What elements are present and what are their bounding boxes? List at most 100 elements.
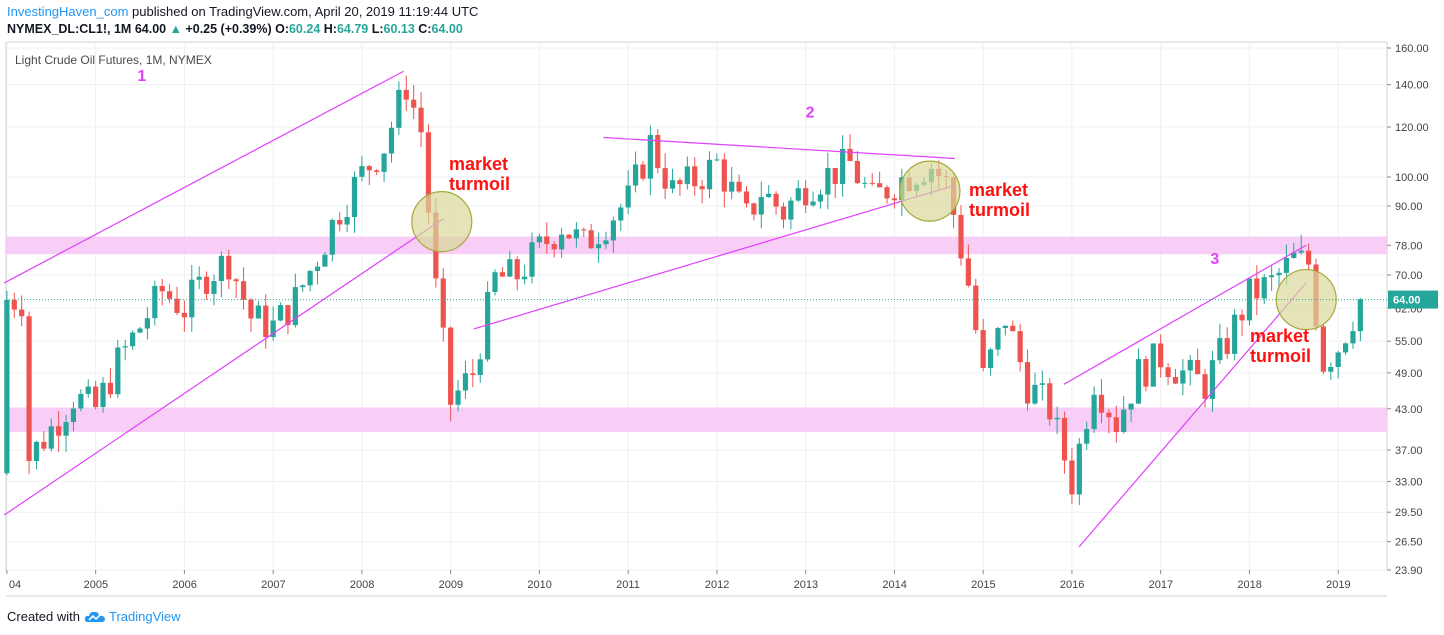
candle (662, 168, 668, 189)
candle (684, 166, 690, 185)
candle (455, 390, 461, 405)
candle (56, 426, 62, 436)
candle (1283, 257, 1290, 273)
candle (1032, 384, 1038, 404)
candle (1098, 394, 1105, 413)
candle (877, 183, 883, 188)
candle (780, 206, 787, 220)
y-tick-label: 70.00 (1395, 270, 1423, 282)
candle (70, 408, 77, 423)
candle (403, 89, 409, 100)
candle (714, 159, 720, 161)
candle (181, 312, 187, 318)
candle (721, 159, 727, 192)
candle (995, 327, 1001, 350)
candle (492, 272, 498, 293)
y-tick-label: 23.90 (1395, 565, 1423, 577)
candle (1291, 252, 1297, 258)
pattern-label-3: 3 (1210, 251, 1219, 268)
candle (566, 234, 572, 239)
x-tick-label: 2019 (1326, 579, 1350, 591)
candle (965, 258, 971, 286)
high-label: H: (323, 22, 337, 36)
candle (1165, 367, 1171, 378)
candle (1024, 362, 1031, 404)
symbol-label: NYMEX_DL:CL1!, 1M (7, 22, 132, 36)
candle (477, 359, 483, 376)
candle (699, 186, 705, 190)
candle (388, 127, 395, 154)
candle (292, 287, 298, 326)
candle (359, 166, 365, 177)
candle (573, 229, 579, 239)
candle (314, 266, 321, 271)
candle (514, 259, 520, 280)
candle (1039, 383, 1045, 385)
x-tick-label: 2010 (527, 579, 551, 591)
candle (322, 254, 328, 267)
tradingview-link[interactable]: TradingView (84, 609, 181, 624)
current-price-tag (1388, 290, 1438, 309)
candle (980, 330, 986, 368)
candle (625, 185, 631, 208)
candle (174, 298, 180, 313)
candle (470, 373, 476, 376)
candle (285, 305, 291, 326)
candle (1357, 299, 1363, 332)
candle (529, 242, 535, 277)
candle (100, 382, 106, 407)
candle (85, 386, 91, 394)
y-tick-label: 160.00 (1395, 43, 1429, 55)
candle (1239, 314, 1245, 321)
candle (1328, 366, 1334, 372)
candle (218, 255, 224, 282)
candle (647, 135, 653, 179)
last-price: 64.00 (134, 22, 167, 36)
candle (847, 148, 853, 161)
candle (189, 279, 195, 318)
pattern-label-1: 1 (137, 68, 146, 85)
current-price-label: 64.00 (1393, 295, 1421, 307)
candle (448, 327, 454, 405)
candle (1335, 352, 1341, 367)
trendline-1 (3, 70, 404, 284)
candle (255, 305, 261, 319)
footer: Created with TradingView (7, 609, 181, 624)
candle (669, 180, 676, 189)
candle (337, 219, 343, 225)
candle (226, 255, 232, 280)
candle (240, 281, 247, 300)
publish-line: InvestingHaven_com published on TradingV… (7, 4, 478, 19)
candle (891, 198, 898, 201)
publisher-link[interactable]: InvestingHaven_com (7, 4, 129, 19)
x-tick-label: 2005 (84, 579, 108, 591)
candle (329, 219, 335, 255)
close-value: 64.00 (431, 22, 463, 36)
candle (840, 148, 846, 184)
candle (411, 99, 417, 108)
candle (19, 309, 25, 317)
candle (115, 347, 121, 395)
candle (1054, 417, 1060, 420)
candle (1143, 359, 1149, 387)
candle (1135, 359, 1142, 404)
candle (351, 176, 358, 218)
candle (440, 278, 446, 328)
candle (987, 349, 994, 368)
candle (1113, 417, 1119, 433)
candle (307, 270, 313, 286)
candle (551, 244, 557, 250)
low-value: 60.13 (383, 22, 415, 36)
candle (418, 107, 424, 133)
candle (26, 316, 32, 461)
candle (374, 170, 380, 172)
candle (1172, 377, 1179, 384)
high-value: 64.79 (336, 22, 369, 36)
candle (41, 441, 47, 449)
annotation-market-turmoil: market turmoil (1250, 326, 1311, 366)
candle (751, 203, 757, 215)
candle (1276, 272, 1282, 276)
candle (1350, 331, 1356, 344)
candle (300, 285, 306, 288)
